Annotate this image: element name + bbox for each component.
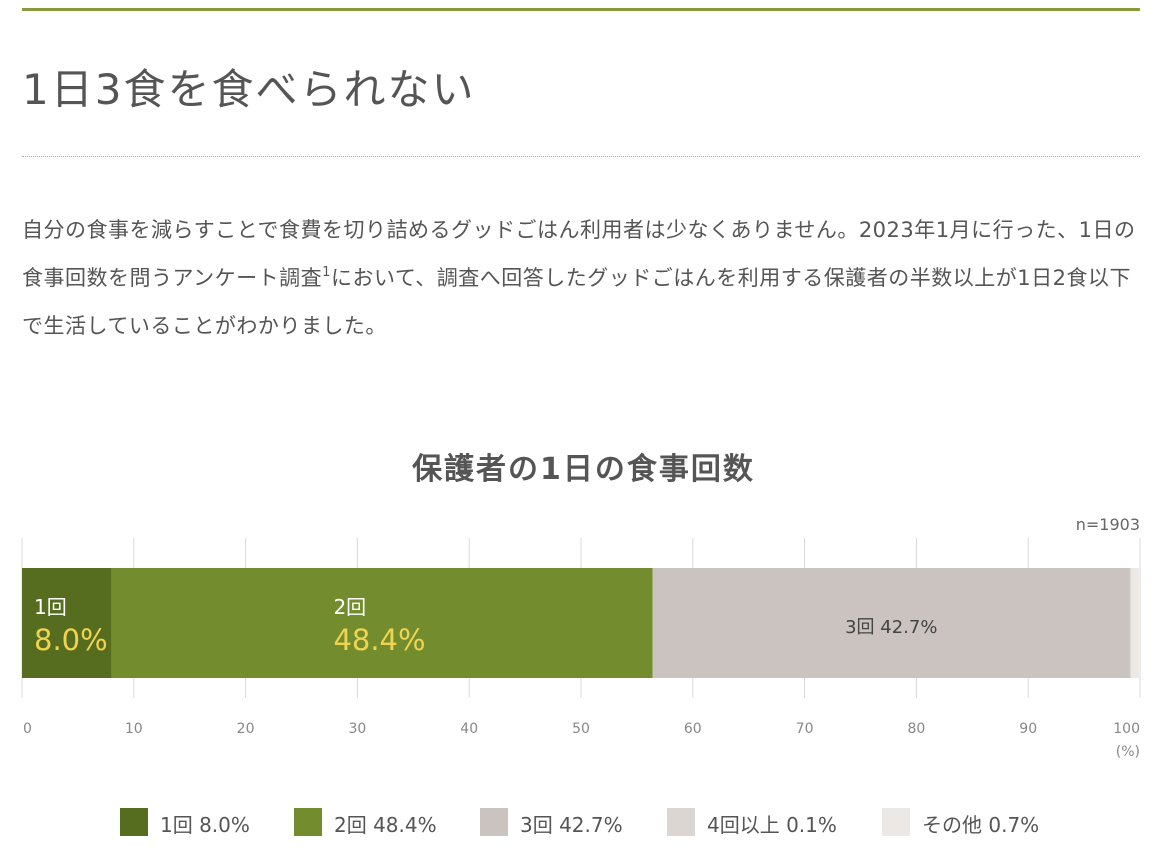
x-tick-label: 10	[125, 721, 143, 737]
legend-label: 1回 8.0%	[160, 813, 250, 837]
bar-segment	[22, 568, 112, 678]
segment-name-label: 2回	[333, 595, 366, 619]
legend-swatch	[120, 808, 148, 836]
segment-name-label: 1回	[34, 595, 67, 619]
x-axis-unit-label: (%)	[1116, 744, 1140, 760]
intro-text-part2: において、調査へ回答したグッドごはんを利用する保護者の半数以上が1日2食以下で生…	[22, 266, 1131, 338]
x-tick-label: 100	[1113, 721, 1140, 737]
sample-size-label: n=1903	[1075, 515, 1140, 534]
bar-segment	[652, 568, 1130, 678]
legend-label: その他 0.7%	[922, 813, 1040, 837]
segment-value-label: 8.0%	[34, 623, 108, 657]
dotted-divider	[22, 156, 1140, 157]
x-tick-label: 30	[348, 721, 366, 737]
x-tick-label: 0	[23, 721, 32, 737]
legend-label: 4回以上 0.1%	[707, 813, 837, 837]
top-rule	[22, 8, 1140, 11]
legend-swatch	[667, 808, 695, 836]
chart-title: 保護者の1日の食事回数	[412, 452, 755, 487]
stacked-bar-chart: 1回 8.0% 2回 48.4% 3回 42.7% 0 10 20 30 40 50 60 70 80 9…	[21, 538, 1141, 760]
legend-label: 2回 48.4%	[334, 813, 437, 837]
segment-inline-label: 3回 42.7%	[845, 617, 937, 638]
segment-value-label: 48.4%	[333, 623, 425, 657]
x-tick-label: 90	[1019, 721, 1037, 737]
x-tick-label: 50	[572, 721, 590, 737]
bar-segments	[22, 568, 1139, 678]
intro-paragraph: 自分の食事を減らすことで食費を切り詰めるグッドごはん利用者は少なくありません。2…	[22, 206, 1140, 350]
legend-swatch	[882, 808, 910, 836]
legend-label: 3回 42.7%	[520, 813, 623, 837]
chart-legend: 1回 8.0% 2回 48.4% 3回 42.7% 4回以上 0.1% その他 0.7%	[0, 806, 1167, 840]
intro-text-part1: 自分の食事を減らすことで食費を切り詰めるグッドごはん利用者は少なくありません。2…	[22, 218, 1136, 290]
x-tick-label: 60	[684, 721, 702, 737]
x-tick-label: 80	[907, 721, 925, 737]
page-title: 1日3食を食べられない	[22, 65, 476, 114]
bar-segment	[1129, 568, 1132, 678]
bar-segment	[1131, 568, 1139, 678]
legend-swatch	[480, 808, 508, 836]
bar-labels: 1回 8.0% 2回 48.4% 3回 42.7%	[34, 595, 937, 657]
bar-segment	[111, 568, 653, 678]
x-tick-label: 20	[237, 721, 255, 737]
x-axis-ticks: 0 10 20 30 40 50 60 70 80 90 100 (%)	[23, 721, 1140, 760]
legend-swatch	[294, 808, 322, 836]
x-tick-label: 40	[460, 721, 478, 737]
x-tick-label: 70	[796, 721, 814, 737]
footnote-ref[interactable]: 1	[322, 265, 331, 280]
